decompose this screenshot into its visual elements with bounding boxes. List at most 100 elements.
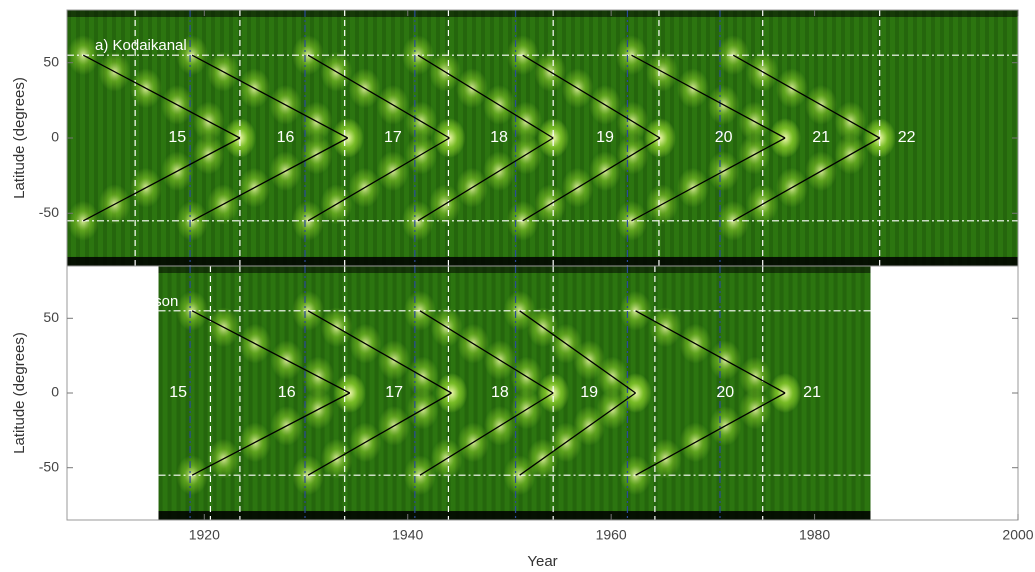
cycle-label: 15 <box>168 129 186 146</box>
texture <box>391 10 395 266</box>
texture <box>256 10 260 266</box>
chevron-wing <box>635 310 786 394</box>
texture <box>76 10 80 266</box>
texture <box>814 10 818 266</box>
chevron-wing <box>307 137 450 222</box>
texture <box>491 266 496 520</box>
texture <box>230 266 235 520</box>
texture <box>734 266 739 520</box>
chevron-wing <box>519 392 636 476</box>
texture <box>329 266 334 520</box>
texture <box>725 266 730 520</box>
texture <box>121 10 125 266</box>
texture <box>653 266 658 520</box>
texture <box>85 10 89 266</box>
texture <box>167 266 172 520</box>
chevron-wing <box>191 392 351 476</box>
texture <box>166 10 170 266</box>
texture <box>707 266 712 520</box>
texture <box>607 10 611 266</box>
texture <box>940 10 944 266</box>
texture <box>410 266 415 520</box>
texture <box>1003 10 1007 266</box>
texture <box>949 10 953 266</box>
x-tick-label: 1960 <box>596 527 627 543</box>
texture <box>400 10 404 266</box>
chevron-wing <box>417 137 554 222</box>
texture <box>490 10 494 266</box>
cycle-label: 17 <box>385 384 403 401</box>
texture <box>859 10 863 266</box>
polar-band <box>158 511 871 520</box>
texture <box>689 266 694 520</box>
texture <box>824 266 829 520</box>
texture <box>833 266 838 520</box>
texture <box>851 266 856 520</box>
texture <box>130 10 134 266</box>
texture <box>499 10 503 266</box>
texture <box>598 10 602 266</box>
polar-band <box>67 10 1018 17</box>
y-axis-label: Latitude (degrees) <box>11 332 28 454</box>
texture <box>284 266 289 520</box>
texture <box>698 266 703 520</box>
texture <box>580 10 584 266</box>
y-tick-label: 0 <box>51 384 59 400</box>
chevron-wing <box>307 392 452 476</box>
texture <box>365 266 370 520</box>
chevron-wing <box>631 137 786 222</box>
texture <box>473 266 478 520</box>
cycle-label: 22 <box>898 129 916 146</box>
chevron-wing <box>732 54 880 139</box>
texture <box>922 10 926 266</box>
chevron-wing <box>631 54 786 139</box>
polar-band <box>67 256 1018 266</box>
texture <box>175 10 179 266</box>
texture <box>148 10 152 266</box>
texture <box>733 10 737 266</box>
texture <box>248 266 253 520</box>
texture <box>815 266 820 520</box>
texture <box>292 10 296 266</box>
texture <box>203 266 208 520</box>
texture <box>679 10 683 266</box>
texture <box>688 10 692 266</box>
y-tick-label: -50 <box>39 458 59 474</box>
texture <box>823 10 827 266</box>
chevron-wing <box>191 137 349 222</box>
y-tick-label: 50 <box>43 309 59 325</box>
x-tick-label: 1920 <box>189 527 220 543</box>
texture <box>221 266 226 520</box>
texture <box>472 10 476 266</box>
y-tick-label: -50 <box>39 204 59 220</box>
texture <box>482 266 487 520</box>
panel-title: a) Kodaikanal <box>95 37 187 54</box>
texture <box>742 10 746 266</box>
cycle-label: 21 <box>803 384 821 401</box>
cycle-label: 21 <box>812 129 830 146</box>
texture <box>94 10 98 266</box>
texture <box>409 10 413 266</box>
texture <box>931 10 935 266</box>
texture <box>383 266 388 520</box>
texture <box>239 266 244 520</box>
texture <box>257 266 262 520</box>
texture <box>842 266 847 520</box>
texture <box>994 10 998 266</box>
texture <box>895 10 899 266</box>
texture <box>194 266 199 520</box>
texture <box>500 266 505 520</box>
texture <box>869 266 871 520</box>
texture <box>904 10 908 266</box>
texture <box>706 10 710 266</box>
texture <box>373 10 377 266</box>
chevron-wing <box>522 137 661 222</box>
texture <box>671 266 676 520</box>
texture <box>589 10 593 266</box>
texture <box>806 266 811 520</box>
chevron-wing <box>417 54 554 139</box>
texture <box>535 10 539 266</box>
cycle-label: 19 <box>596 129 614 146</box>
x-tick-label: 1980 <box>799 527 830 543</box>
texture <box>103 10 107 266</box>
